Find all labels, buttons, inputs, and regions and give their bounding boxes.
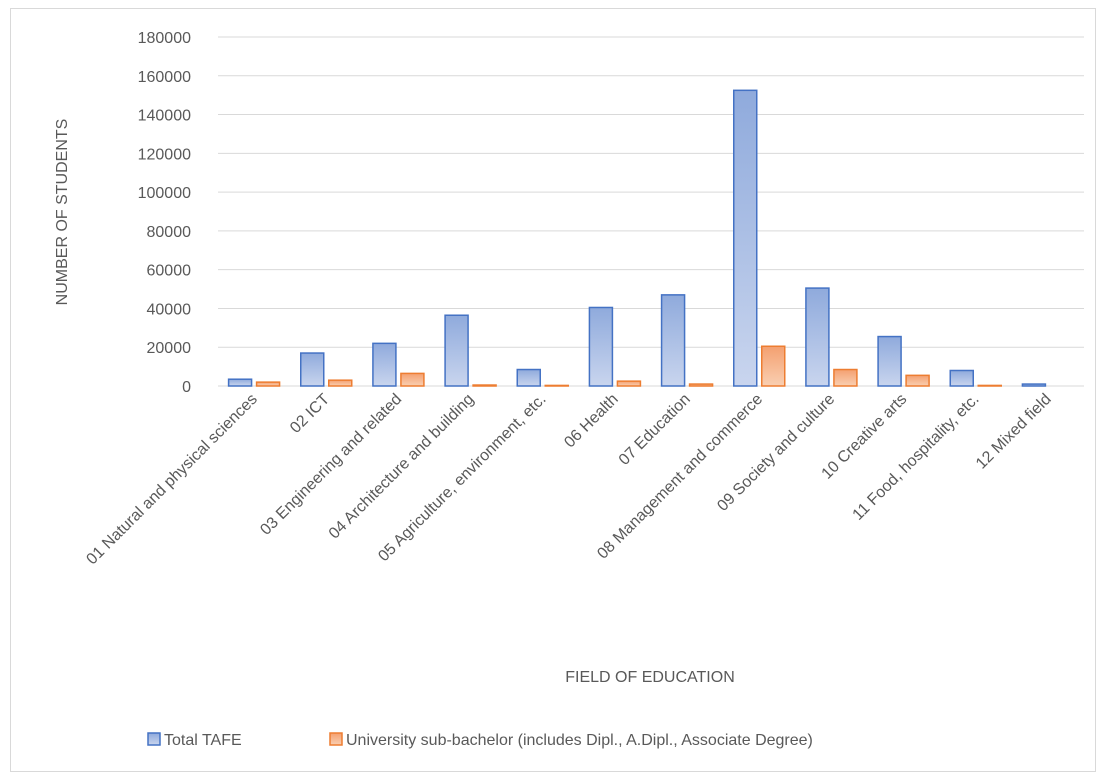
y-tick-label: 120000 xyxy=(138,146,191,163)
legend-swatch xyxy=(147,732,161,746)
x-tick-label: 09 Society and culture xyxy=(714,391,838,515)
x-tick-label: 01 Natural and physical sciences xyxy=(83,391,260,568)
x-tick-label: 11 Food, hospitality, etc. xyxy=(850,391,983,524)
bar-university-sub-bachelor xyxy=(688,383,714,387)
bar-university-sub-bachelor xyxy=(255,381,281,387)
y-axis-title: NUMBER OF STUDENTS xyxy=(54,119,71,306)
bar-total-tafe xyxy=(588,306,614,387)
x-axis-tick-labels: 01 Natural and physical sciences 02 ICT03… xyxy=(83,391,1054,569)
x-tick-label: 04 Architecture and building xyxy=(326,391,478,543)
bar-university-sub-bachelor xyxy=(616,380,642,387)
legend-swatch xyxy=(329,732,343,746)
bar-total-tafe xyxy=(660,294,686,387)
legend: Total TAFE University sub-bachelor (inclu… xyxy=(147,732,813,749)
bar-total-tafe xyxy=(949,369,974,387)
y-tick-label: 180000 xyxy=(138,30,191,47)
x-tick-label: 02 ICT xyxy=(287,391,333,437)
x-tick-label: 07 Education xyxy=(616,391,694,469)
x-axis-title: FIELD OF EDUCATION xyxy=(565,669,735,686)
y-tick-label: 40000 xyxy=(147,301,192,318)
bar-total-tafe xyxy=(1021,383,1047,387)
y-tick-label: 160000 xyxy=(138,69,191,86)
bars xyxy=(227,89,1047,387)
y-axis-tick-labels: 0 20000 40000 60000 80000 100000 120000 140000 1… xyxy=(138,30,191,396)
y-tick-label: 0 xyxy=(182,379,191,396)
bar-total-tafe xyxy=(300,352,325,387)
bar-university-sub-bachelor xyxy=(905,374,930,387)
x-tick-label: 12 Mixed field xyxy=(973,391,1055,473)
bar-university-sub-bachelor xyxy=(977,384,1002,387)
bar-total-tafe xyxy=(733,89,758,387)
legend-label: University sub-bachelor (includes Dipl.,… xyxy=(346,732,813,749)
bar-total-tafe xyxy=(227,378,253,387)
bar-university-sub-bachelor xyxy=(761,345,786,387)
x-tick-label: 06 Health xyxy=(561,391,621,451)
y-tick-label: 60000 xyxy=(147,263,192,280)
x-tick-label: 03 Engineering and related xyxy=(257,391,405,539)
y-tick-label: 100000 xyxy=(138,185,191,202)
chart-frame xyxy=(10,8,1096,772)
y-tick-label: 80000 xyxy=(147,224,192,241)
bar-university-sub-bachelor xyxy=(472,384,497,387)
bar-total-tafe xyxy=(805,287,830,387)
y-tick-label: 20000 xyxy=(147,340,192,357)
bar-total-tafe xyxy=(877,335,902,387)
bar-university-sub-bachelor xyxy=(544,384,569,387)
bar-total-tafe xyxy=(444,314,469,387)
bar-university-sub-bachelor xyxy=(328,379,353,387)
y-tick-label: 140000 xyxy=(138,108,191,125)
bar-university-sub-bachelor xyxy=(833,368,858,387)
gridlines xyxy=(218,36,1084,387)
bar-total-tafe xyxy=(516,368,541,387)
bar-total-tafe xyxy=(372,342,397,387)
bar-university-sub-bachelor xyxy=(400,372,425,387)
legend-label: Total TAFE xyxy=(164,732,242,749)
